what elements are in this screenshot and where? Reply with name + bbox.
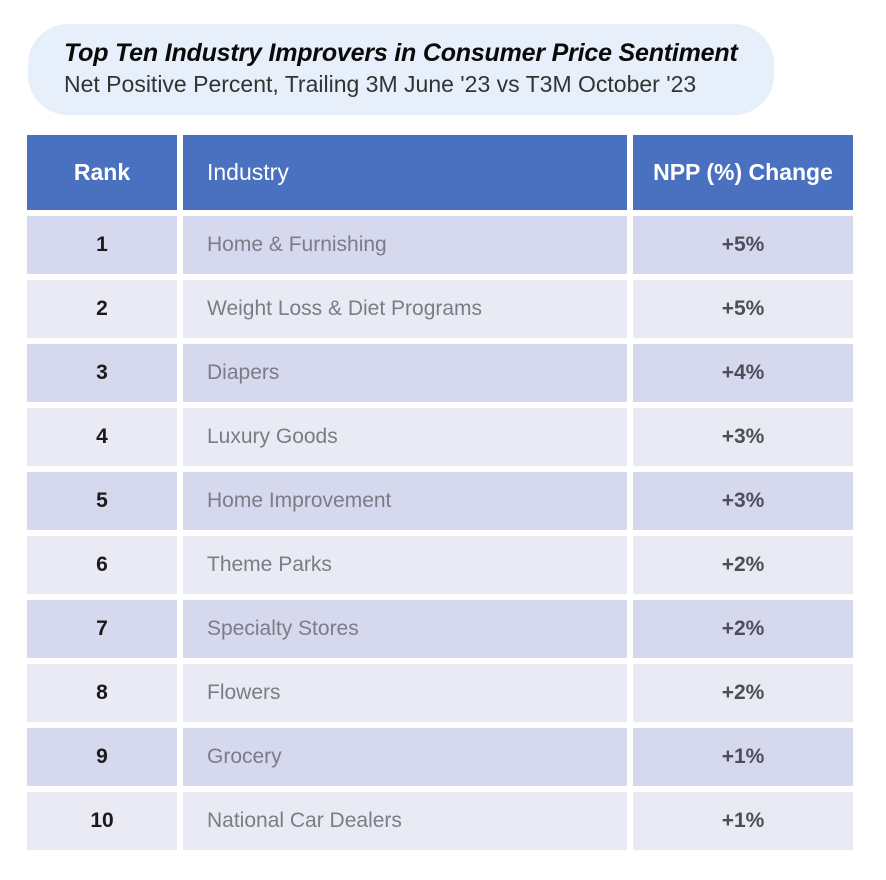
table-row: 1Home & Furnishing+5%: [27, 216, 853, 274]
cell-industry: Theme Parks: [183, 536, 627, 594]
cell-rank: 3: [27, 344, 177, 402]
page-title: Top Ten Industry Improvers in Consumer P…: [64, 38, 738, 68]
table-header-row: Rank Industry NPP (%) Change: [27, 135, 853, 210]
cell-npp: +4%: [633, 344, 853, 402]
cell-rank: 1: [27, 216, 177, 274]
cell-npp: +1%: [633, 728, 853, 786]
cell-industry: Grocery: [183, 728, 627, 786]
cell-rank: 9: [27, 728, 177, 786]
table-row: 7Specialty Stores+2%: [27, 600, 853, 658]
cell-npp: +3%: [633, 408, 853, 466]
cell-rank: 10: [27, 792, 177, 850]
cell-rank: 7: [27, 600, 177, 658]
cell-rank: 6: [27, 536, 177, 594]
cell-rank: 5: [27, 472, 177, 530]
cell-rank: 8: [27, 664, 177, 722]
cell-industry: Flowers: [183, 664, 627, 722]
table-row: 9Grocery+1%: [27, 728, 853, 786]
cell-npp: +2%: [633, 664, 853, 722]
header-pill: Top Ten Industry Improvers in Consumer P…: [28, 24, 774, 115]
table-row: 5Home Improvement+3%: [27, 472, 853, 530]
table-row: 10National Car Dealers+1%: [27, 792, 853, 850]
cell-npp: +3%: [633, 472, 853, 530]
cell-industry: Luxury Goods: [183, 408, 627, 466]
cell-npp: +2%: [633, 600, 853, 658]
table-row: 3Diapers+4%: [27, 344, 853, 402]
table-row: 6Theme Parks+2%: [27, 536, 853, 594]
cell-rank: 4: [27, 408, 177, 466]
table-row: 8Flowers+2%: [27, 664, 853, 722]
cell-rank: 2: [27, 280, 177, 338]
col-header-npp: NPP (%) Change: [633, 135, 853, 210]
cell-npp: +2%: [633, 536, 853, 594]
table-row: 2Weight Loss & Diet Programs+5%: [27, 280, 853, 338]
table-row: 4Luxury Goods+3%: [27, 408, 853, 466]
page-subtitle: Net Positive Percent, Trailing 3M June '…: [64, 70, 738, 99]
cell-npp: +1%: [633, 792, 853, 850]
industry-table: Rank Industry NPP (%) Change 1Home & Fur…: [21, 129, 859, 856]
cell-industry: Home Improvement: [183, 472, 627, 530]
cell-npp: +5%: [633, 216, 853, 274]
cell-industry: Diapers: [183, 344, 627, 402]
cell-industry: National Car Dealers: [183, 792, 627, 850]
col-header-rank: Rank: [27, 135, 177, 210]
cell-industry: Specialty Stores: [183, 600, 627, 658]
col-header-industry: Industry: [183, 135, 627, 210]
cell-npp: +5%: [633, 280, 853, 338]
cell-industry: Weight Loss & Diet Programs: [183, 280, 627, 338]
cell-industry: Home & Furnishing: [183, 216, 627, 274]
